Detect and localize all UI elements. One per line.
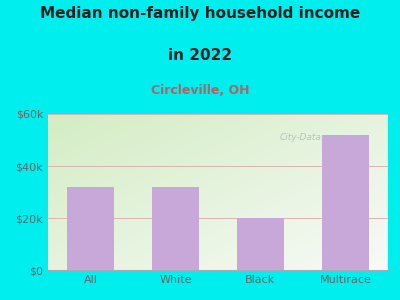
Text: City-Data.com: City-Data.com <box>279 133 343 142</box>
Bar <box>152 187 199 270</box>
Bar <box>237 218 284 270</box>
Text: Circleville, OH: Circleville, OH <box>151 84 249 97</box>
Bar <box>322 135 369 270</box>
Bar <box>67 187 114 270</box>
Text: in 2022: in 2022 <box>168 48 232 63</box>
Text: Median non-family household income: Median non-family household income <box>40 6 360 21</box>
